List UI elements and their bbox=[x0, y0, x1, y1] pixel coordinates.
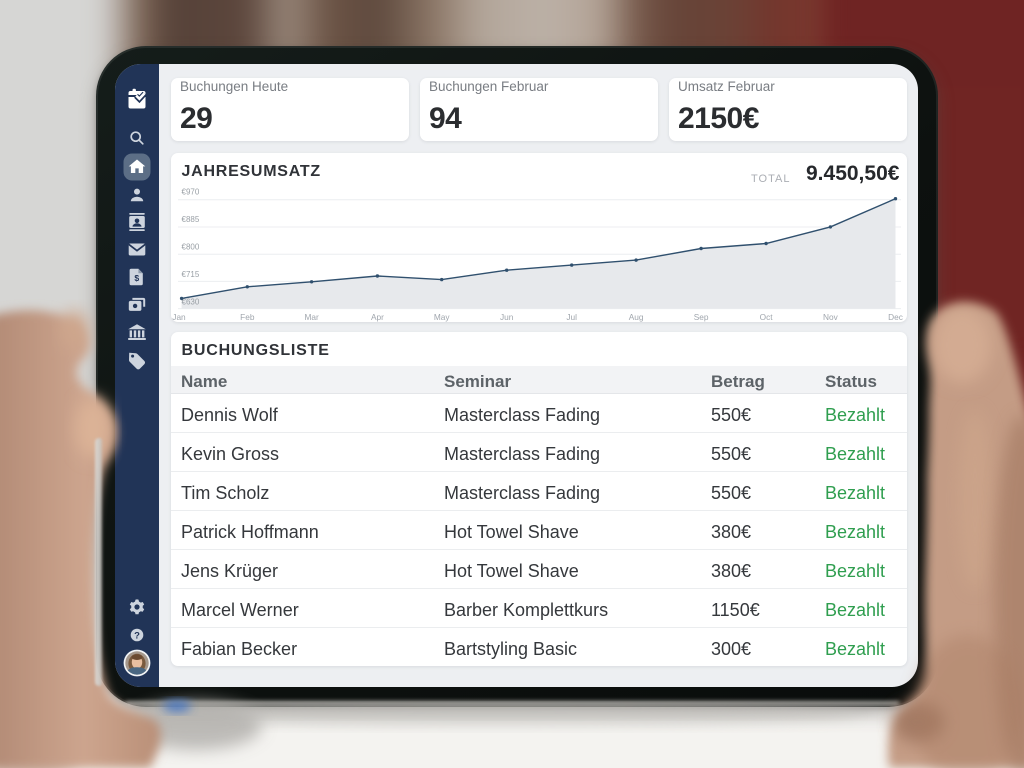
svg-text:€715: €715 bbox=[182, 270, 200, 279]
svg-text:Jan: Jan bbox=[172, 312, 186, 322]
svg-text:Jul: Jul bbox=[566, 312, 577, 322]
svg-text:Nov: Nov bbox=[823, 312, 839, 322]
svg-text:€970: €970 bbox=[182, 188, 200, 197]
svg-text:€885: €885 bbox=[182, 215, 200, 224]
svg-text:?: ? bbox=[134, 630, 140, 641]
svg-text:Aug: Aug bbox=[629, 312, 644, 322]
svg-text:Apr: Apr bbox=[371, 312, 384, 322]
svg-text:Jun: Jun bbox=[500, 312, 514, 322]
svg-text:$: $ bbox=[134, 273, 139, 283]
svg-text:€800: €800 bbox=[182, 243, 200, 252]
svg-text:Dec: Dec bbox=[888, 312, 903, 322]
svg-text:May: May bbox=[434, 312, 451, 322]
svg-text:Sep: Sep bbox=[694, 312, 709, 322]
svg-text:Feb: Feb bbox=[240, 312, 255, 322]
svg-text:Mar: Mar bbox=[304, 312, 319, 322]
svg-text:€630: €630 bbox=[182, 298, 200, 307]
svg-text:Oct: Oct bbox=[760, 312, 774, 322]
